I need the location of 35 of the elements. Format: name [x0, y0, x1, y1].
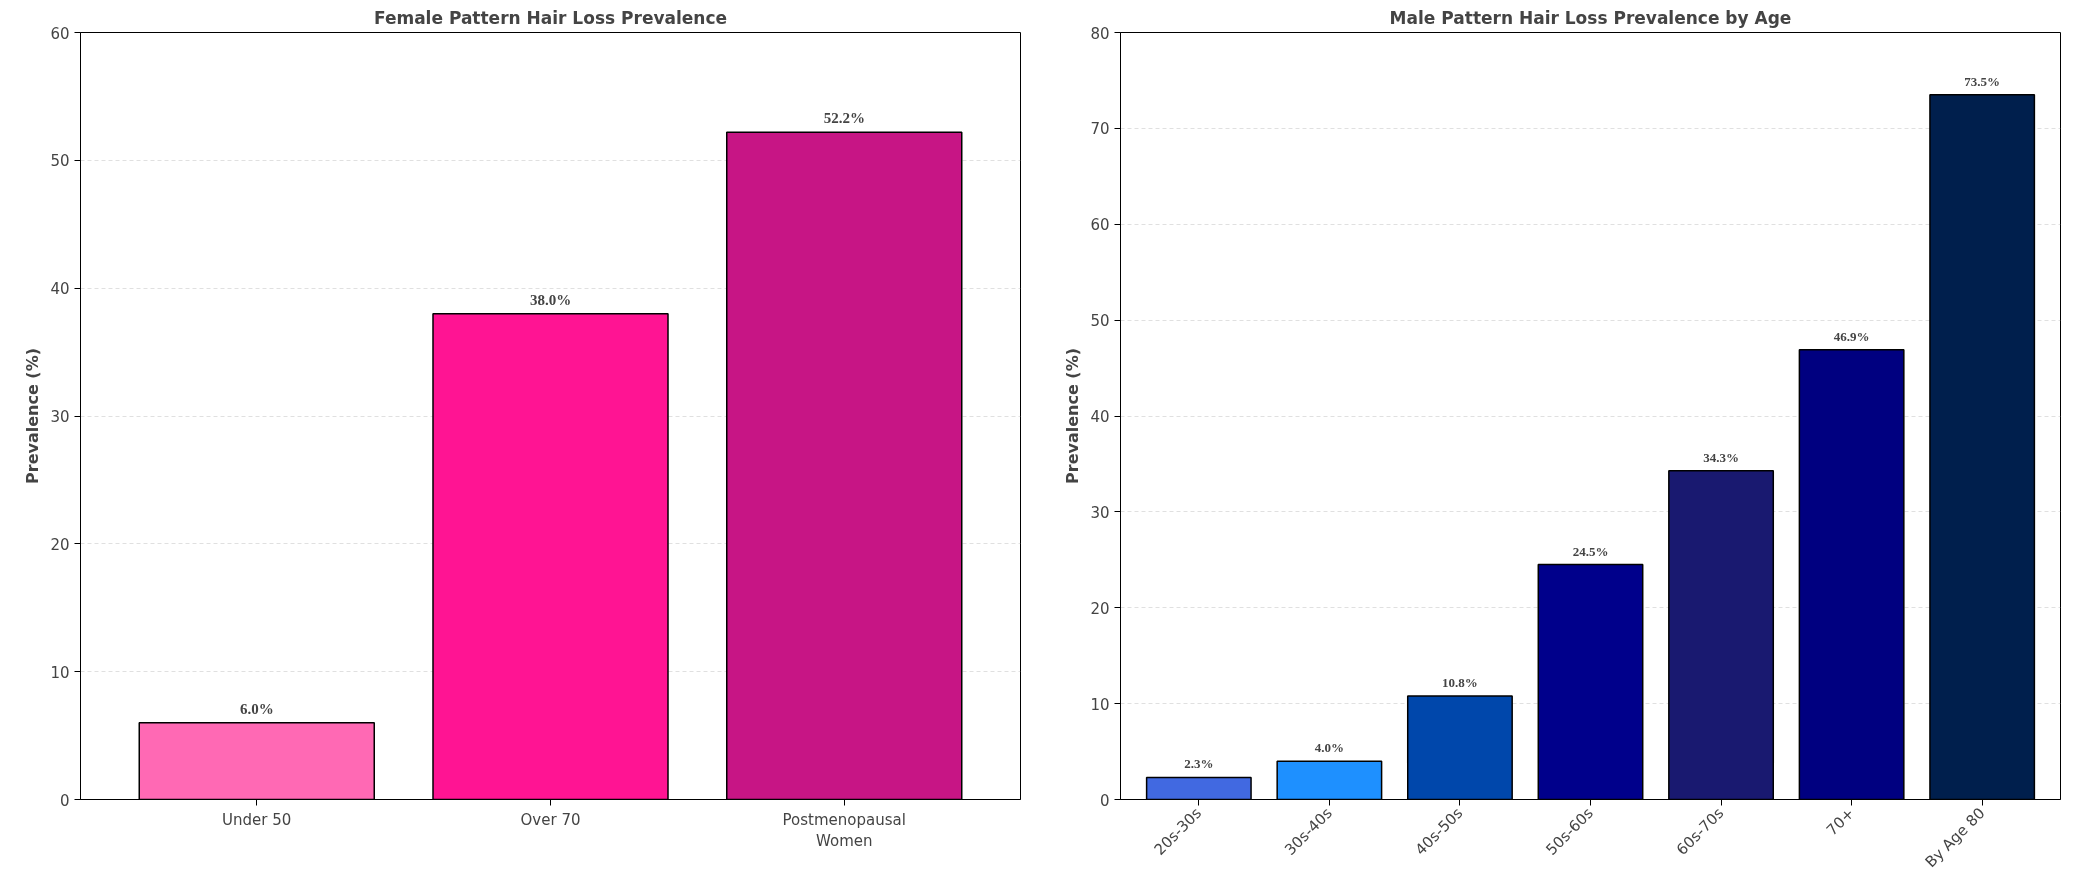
data-label: 24.5%: [1572, 543, 1609, 559]
y-tick-label: 40: [1090, 408, 1110, 426]
x-tick-label: Postmenopausal Women: [782, 810, 906, 851]
y-axis-title: Prevalence (%): [23, 348, 43, 484]
y-tick-label: 10: [50, 663, 70, 682]
x-tick-label: By Age 80: [1921, 804, 1989, 872]
data-label: 10.8%: [1442, 674, 1478, 690]
x-tick-label: Under 50: [222, 810, 292, 829]
data-label: 52.2%: [823, 110, 865, 127]
y-tick-label: 70: [1090, 120, 1110, 139]
y-tick-label: 20: [50, 535, 70, 554]
data-label: 4.0%: [1314, 740, 1345, 756]
y-tick-label: 0: [59, 791, 70, 810]
x-tick-label: Over 70: [520, 810, 581, 829]
y-tick-label: 30: [1090, 503, 1110, 522]
data-label: 34.3%: [1703, 449, 1739, 465]
y-tick-label: 10: [1090, 695, 1110, 714]
y-tick-label: 80: [1090, 24, 1110, 43]
y-tick-label: 40: [50, 280, 70, 299]
y-tick-label: 50: [50, 152, 70, 171]
y-tick-label: 0: [1099, 791, 1110, 810]
data-label: 2.3%: [1184, 756, 1214, 772]
data-label: 73.5%: [1964, 73, 2001, 89]
chart-title: Male Pattern Hair Loss Prevalence by Age: [1389, 7, 1792, 28]
data-label: 6.0%: [239, 700, 274, 717]
y-tick-label: 20: [1090, 599, 1110, 618]
y-tick-label: 60: [1090, 216, 1110, 235]
data-label: 46.9%: [1833, 328, 1870, 344]
y-tick-label: 30: [50, 408, 70, 426]
y-axis-title: Prevalence (%): [1063, 348, 1083, 484]
y-tick-label: 50: [1090, 312, 1110, 331]
y-tick-label: 60: [50, 24, 70, 43]
x-tick-label: 70+: [1822, 804, 1858, 840]
chart-title: Female Pattern Hair Loss Prevalence: [373, 7, 728, 28]
data-label: 38.0%: [529, 291, 572, 308]
